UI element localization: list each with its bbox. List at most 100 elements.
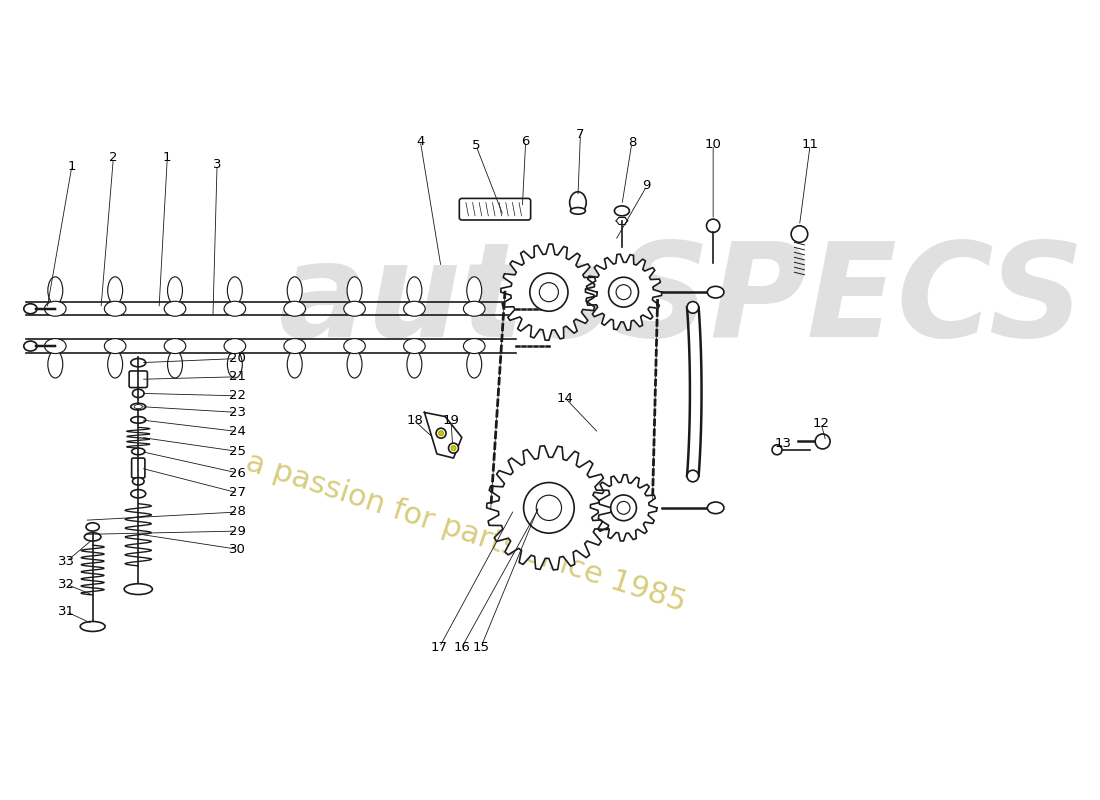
Text: 26: 26: [230, 466, 246, 479]
Polygon shape: [486, 446, 612, 570]
Circle shape: [772, 445, 782, 454]
Text: 20: 20: [230, 352, 246, 365]
Text: 19: 19: [442, 414, 460, 427]
Text: 8: 8: [628, 136, 636, 150]
Ellipse shape: [131, 417, 145, 423]
Text: 31: 31: [57, 605, 75, 618]
Ellipse shape: [228, 350, 242, 378]
Ellipse shape: [167, 350, 183, 378]
Text: 5: 5: [472, 139, 480, 152]
Ellipse shape: [47, 350, 63, 378]
Ellipse shape: [570, 192, 586, 214]
Ellipse shape: [164, 302, 186, 316]
Ellipse shape: [132, 390, 144, 398]
FancyBboxPatch shape: [460, 198, 530, 220]
Text: 30: 30: [230, 543, 246, 556]
Ellipse shape: [224, 302, 245, 316]
Circle shape: [688, 302, 698, 313]
Text: 1: 1: [163, 151, 172, 164]
Ellipse shape: [47, 277, 63, 304]
Text: 6: 6: [521, 134, 530, 148]
Circle shape: [617, 502, 630, 514]
Ellipse shape: [108, 277, 122, 304]
FancyBboxPatch shape: [132, 458, 145, 478]
Text: autoSPECS: autoSPECS: [278, 237, 1085, 364]
Polygon shape: [500, 244, 597, 340]
Ellipse shape: [224, 338, 245, 354]
Ellipse shape: [85, 533, 101, 541]
Ellipse shape: [86, 522, 99, 531]
Circle shape: [688, 470, 698, 482]
Circle shape: [791, 226, 807, 242]
Circle shape: [530, 273, 568, 311]
Circle shape: [539, 282, 559, 302]
Ellipse shape: [80, 622, 106, 631]
Ellipse shape: [615, 206, 629, 216]
Text: 1: 1: [68, 159, 76, 173]
Ellipse shape: [134, 405, 142, 409]
Text: 21: 21: [229, 370, 246, 383]
Text: 33: 33: [57, 555, 75, 568]
Ellipse shape: [348, 350, 362, 378]
Ellipse shape: [463, 302, 485, 316]
Ellipse shape: [404, 338, 426, 354]
Polygon shape: [425, 413, 462, 458]
Text: 4: 4: [416, 134, 425, 148]
FancyBboxPatch shape: [129, 371, 147, 387]
Ellipse shape: [344, 302, 365, 316]
Circle shape: [608, 278, 638, 307]
Circle shape: [449, 443, 459, 453]
Text: a passion for parts since 1985: a passion for parts since 1985: [242, 448, 690, 618]
Circle shape: [815, 434, 830, 449]
Text: 29: 29: [230, 525, 246, 538]
Circle shape: [706, 219, 719, 233]
Text: 12: 12: [813, 417, 829, 430]
Text: 16: 16: [453, 641, 470, 654]
Ellipse shape: [707, 286, 724, 298]
Ellipse shape: [404, 302, 426, 316]
Ellipse shape: [284, 338, 306, 354]
Ellipse shape: [167, 277, 183, 304]
Ellipse shape: [24, 341, 37, 351]
Text: 13: 13: [774, 437, 791, 450]
Ellipse shape: [132, 448, 145, 454]
Polygon shape: [585, 254, 662, 330]
Ellipse shape: [344, 338, 365, 354]
Ellipse shape: [287, 277, 303, 304]
Circle shape: [616, 285, 631, 300]
Ellipse shape: [104, 302, 125, 316]
Circle shape: [439, 430, 443, 436]
Text: 23: 23: [229, 406, 246, 419]
Ellipse shape: [164, 338, 186, 354]
Ellipse shape: [131, 358, 145, 367]
Ellipse shape: [571, 207, 585, 214]
Ellipse shape: [348, 277, 362, 304]
Circle shape: [451, 446, 456, 450]
Text: 18: 18: [406, 414, 422, 427]
Ellipse shape: [228, 277, 242, 304]
Ellipse shape: [131, 403, 145, 410]
Ellipse shape: [466, 277, 482, 304]
Text: 11: 11: [802, 138, 818, 151]
Ellipse shape: [108, 350, 122, 378]
Text: 9: 9: [642, 179, 651, 193]
Ellipse shape: [407, 277, 422, 304]
Ellipse shape: [707, 502, 724, 514]
Text: 24: 24: [230, 425, 246, 438]
Ellipse shape: [463, 338, 485, 354]
Ellipse shape: [44, 338, 66, 354]
Ellipse shape: [466, 350, 482, 378]
Circle shape: [524, 482, 574, 533]
Ellipse shape: [131, 490, 145, 498]
Text: 2: 2: [109, 151, 118, 164]
Circle shape: [436, 428, 446, 438]
Ellipse shape: [284, 302, 306, 316]
Ellipse shape: [132, 478, 144, 485]
Polygon shape: [591, 474, 657, 541]
Ellipse shape: [24, 304, 37, 314]
Ellipse shape: [407, 350, 422, 378]
Text: 28: 28: [230, 506, 246, 518]
Text: 22: 22: [229, 390, 246, 402]
Ellipse shape: [287, 350, 303, 378]
Text: 10: 10: [705, 138, 722, 151]
